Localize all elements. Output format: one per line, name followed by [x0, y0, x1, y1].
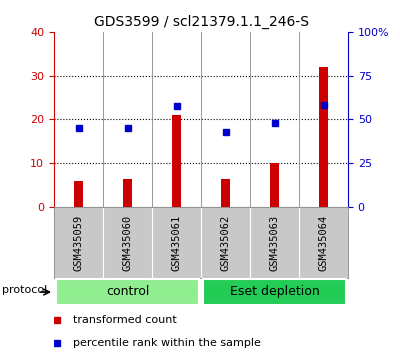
Text: transformed count: transformed count	[73, 315, 177, 325]
Text: protocol: protocol	[2, 285, 47, 295]
Bar	[221, 179, 230, 207]
Bar	[319, 67, 328, 207]
Title: GDS3599 / scl21379.1.1_246-S: GDS3599 / scl21379.1.1_246-S	[94, 15, 308, 29]
Text: control: control	[106, 285, 149, 298]
Text: GSM435059: GSM435059	[74, 215, 84, 270]
Bar	[172, 115, 181, 207]
Text: GSM435060: GSM435060	[122, 215, 132, 270]
Text: GSM435064: GSM435064	[318, 215, 328, 270]
Text: Eset depletion: Eset depletion	[230, 285, 319, 298]
Bar	[56, 279, 199, 305]
Bar	[270, 163, 279, 207]
Text: GSM435061: GSM435061	[172, 215, 182, 270]
Bar	[123, 179, 132, 207]
Bar	[203, 279, 346, 305]
Text: GSM435062: GSM435062	[220, 215, 230, 270]
Text: percentile rank within the sample: percentile rank within the sample	[73, 338, 261, 348]
Text: GSM435063: GSM435063	[270, 215, 280, 270]
Bar	[74, 181, 83, 207]
